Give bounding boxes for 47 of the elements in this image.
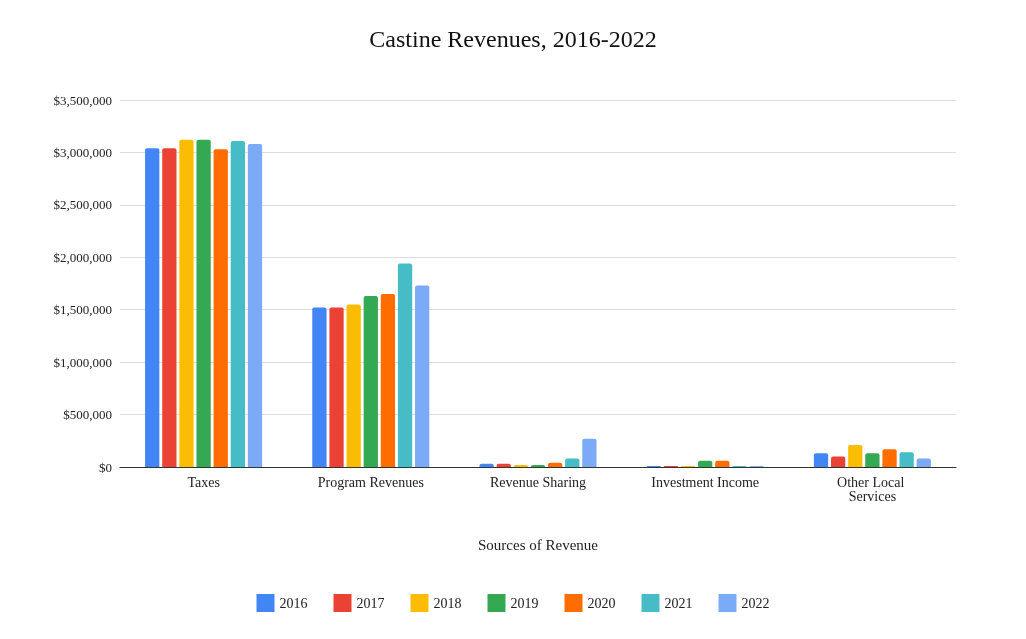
bar <box>346 304 361 467</box>
bar <box>329 307 344 467</box>
legend-label: 2016 <box>279 595 308 611</box>
bar <box>916 458 931 467</box>
bar <box>848 444 863 467</box>
bar <box>230 140 245 467</box>
y-tick-label: $500,000 <box>63 407 112 423</box>
y-tick-label: $2,000,000 <box>53 249 112 265</box>
bar <box>831 456 846 467</box>
legend-label: 2021 <box>664 595 693 611</box>
x-axis-title: Sources of Revenue <box>478 536 599 553</box>
y-tick-label: $1,000,000 <box>53 354 112 370</box>
bar <box>865 453 880 467</box>
bar <box>698 460 713 467</box>
y-tick-label: $3,500,000 <box>53 92 112 108</box>
bar <box>213 149 228 467</box>
bar <box>813 453 829 467</box>
bar <box>582 438 597 467</box>
x-tick-label: Revenue Sharing <box>489 474 587 490</box>
bar <box>565 458 580 467</box>
x-tick-label: Investment Income <box>651 474 760 490</box>
bar <box>312 307 327 467</box>
legend-label: 2019 <box>510 595 539 611</box>
y-tick-label: $2,500,000 <box>53 197 112 213</box>
bar <box>247 144 263 467</box>
bar <box>162 148 177 467</box>
bar <box>899 452 914 467</box>
bar <box>179 139 194 467</box>
bar <box>715 460 730 467</box>
x-tick-label: Program Revenues <box>317 474 424 490</box>
bar <box>882 449 897 467</box>
chart-title: Castine Revenues, 2016-2022 <box>369 26 657 52</box>
legend-label: 2017 <box>356 595 385 611</box>
legend-label: 2020 <box>587 595 616 611</box>
bar <box>415 285 430 467</box>
y-tick-label: $3,000,000 <box>53 144 112 160</box>
y-tick-label: $0 <box>99 459 112 475</box>
bar <box>363 296 378 467</box>
y-tick-label: $1,500,000 <box>53 302 112 318</box>
bar <box>397 263 413 467</box>
legend-label: 2022 <box>741 595 770 611</box>
x-tick-label: Taxes <box>187 474 220 490</box>
legend-label: 2018 <box>433 595 462 611</box>
x-tick-label: Other Local Services <box>837 474 908 504</box>
bar <box>380 293 396 467</box>
bar <box>196 139 211 467</box>
bar <box>145 148 160 467</box>
